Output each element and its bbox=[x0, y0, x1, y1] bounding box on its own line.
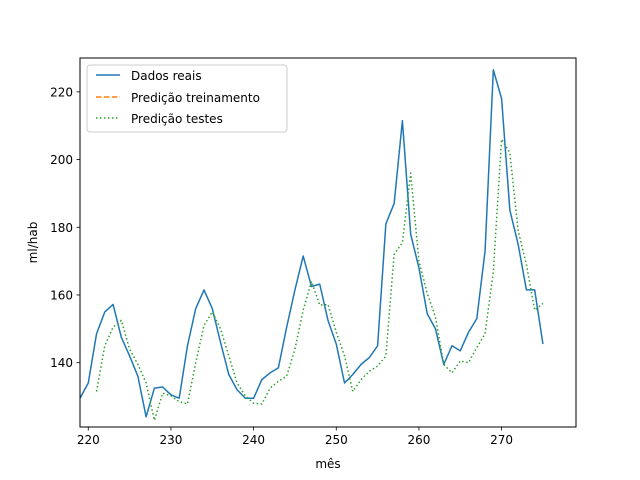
x-tick-label: 260 bbox=[407, 433, 430, 447]
series-line-dados-reais bbox=[79, 69, 544, 418]
axes-frame bbox=[79, 57, 577, 428]
legend-label-predicao-treinamento: Predição treinamento bbox=[131, 91, 260, 105]
x-tick-label: 220 bbox=[77, 433, 100, 447]
y-tick-label: 160 bbox=[50, 288, 73, 302]
y-tick-label: 200 bbox=[50, 153, 73, 167]
legend-label-predicao-testes: Predição testes bbox=[131, 112, 223, 126]
x-tick-label: 270 bbox=[490, 433, 513, 447]
x-tick-label: 230 bbox=[159, 433, 182, 447]
y-tick-label: 220 bbox=[50, 85, 73, 99]
series-line-predicao-testes bbox=[95, 138, 544, 421]
x-axis-label: mês bbox=[315, 457, 340, 471]
y-tick-label: 140 bbox=[50, 356, 73, 370]
axis-ticks: 220 230 240 250 260 270 140 160 180 200 220 bbox=[50, 85, 513, 447]
plot-area bbox=[79, 69, 544, 421]
y-axis-label: ml/hab bbox=[26, 222, 40, 264]
legend-box bbox=[86, 64, 288, 133]
legend: Dados reais Predição treinamento Prediçã… bbox=[86, 64, 288, 133]
x-tick-label: 240 bbox=[242, 433, 265, 447]
x-tick-label: 250 bbox=[325, 433, 348, 447]
y-tick-label: 180 bbox=[50, 221, 73, 235]
legend-label-dados-reais: Dados reais bbox=[131, 69, 202, 83]
